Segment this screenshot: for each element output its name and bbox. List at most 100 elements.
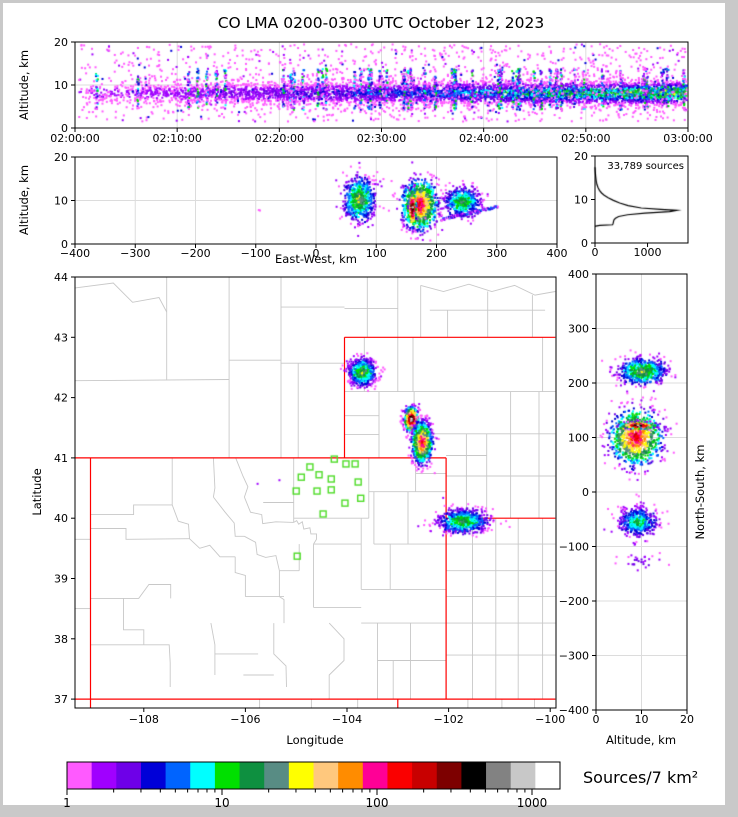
tick-label: 20 [54,36,68,49]
tick-label: 02:40:00 [459,132,508,145]
county-line [75,282,168,313]
tick-label: 38 [54,633,68,646]
tick-label: 41 [54,452,68,465]
tick-label: −100 [241,247,271,260]
tick-label: 42 [54,392,68,405]
tick-label: −200 [559,595,589,608]
colorbar-segment [239,762,265,789]
colorbar-segment [362,762,388,789]
county-line [244,535,280,571]
colorbar-segment [165,762,191,789]
county-line [234,556,246,597]
tick-label: 02:10:00 [152,132,201,145]
tick-label: 300 [568,323,589,336]
county-line [328,622,345,700]
tick-label: −102 [433,713,463,726]
tick-label: 03:00:00 [663,132,712,145]
tick-label: 44 [54,271,68,284]
tick-label: 10 [54,195,68,208]
colorbar-tick-label: 100 [366,796,389,810]
tick-label: −106 [230,713,260,726]
tick-label: 40 [54,512,68,525]
map-ylabel: Latitude [30,468,44,515]
tick-label: 200 [568,377,589,390]
tick-label: 100 [568,432,589,445]
county-line [293,519,317,545]
map-borders-layer [75,277,556,709]
tick-label: 0 [581,237,588,250]
tick-label: −300 [559,650,589,663]
tick-label: −104 [332,713,362,726]
east-west-ylabel: Altitude, km [17,165,31,235]
tick-label: −400 [559,704,589,717]
source-count-annotation: 33,789 sources [607,161,684,172]
axis-ticks-layer: 02:00:00 02:10:00 02:20:00 02:30:00 02:40:00… [50,36,712,810]
tick-label: 1000 [634,246,662,259]
tick-label: 20 [574,150,588,163]
tick-label: 43 [54,331,68,344]
colorbar-tick-label: 10 [214,796,229,810]
tick-label: 02:30:00 [357,132,406,145]
colorbar-segment [461,762,487,789]
colorbar-segment [214,762,241,789]
colorbar-segment [190,762,216,789]
colorbar-label: Sources/7 km² [583,768,698,787]
tick-label: −108 [129,713,159,726]
county-line [90,504,173,516]
colorbar-segment [67,762,93,789]
county-line [210,623,216,675]
county-line [243,496,294,525]
tick-label: 0 [582,486,589,499]
north-south-xlabel: Altitude, km [606,733,676,747]
colorbar-segment [338,762,364,789]
tick-label: 10 [574,194,588,207]
tick-label: 02:20:00 [255,132,304,145]
colorbar-segment [535,762,561,789]
tick-label: −300 [120,247,150,260]
figure-title: CO LMA 0200-0300 UTC October 12, 2023 [218,14,545,32]
tick-label: 39 [54,573,68,586]
county-line [213,496,245,537]
tick-label: 0 [61,238,68,251]
colorbar-segment [288,762,314,789]
colorbar-segment [486,762,512,789]
colorbar-tick-label: 1 [63,796,71,810]
county-line [90,584,172,599]
tick-label: 10 [54,79,68,92]
county-line [235,457,249,498]
tick-label: −100 [559,541,589,554]
tick-label: 37 [54,693,68,706]
colorbar [66,761,561,795]
colorbar-segment [510,762,536,789]
tick-label: 10 [635,713,649,726]
colorbar-segment [116,762,142,789]
tick-label: 20 [54,151,68,164]
colorbar-tick-label: 1000 [517,796,548,810]
north-south-ylabel: North-South, km [693,445,707,540]
colorbar-segment [313,762,339,789]
county-line [189,538,236,558]
tick-label: 02:50:00 [561,132,610,145]
colorbar-segment [387,762,413,789]
tick-label: 400 [568,268,589,281]
county-line [273,623,287,688]
county-line [75,379,230,382]
county-line [212,457,216,498]
tick-label: 100 [366,247,387,260]
time-height-ylabel: Altitude, km [17,50,31,120]
county-line [123,598,145,645]
tick-label: 200 [426,247,447,260]
tick-label: 0 [61,122,68,135]
county-line [90,528,190,540]
colorbar-segment [140,762,167,789]
colorbar-segment [412,762,438,789]
tick-label: −200 [180,247,210,260]
county-line [143,644,171,687]
tick-label: 0 [592,246,599,259]
tick-label: 02:00:00 [50,132,99,145]
colorbar-segment [91,762,117,789]
colorbar-segment [264,762,290,789]
tick-label: 400 [547,247,568,260]
